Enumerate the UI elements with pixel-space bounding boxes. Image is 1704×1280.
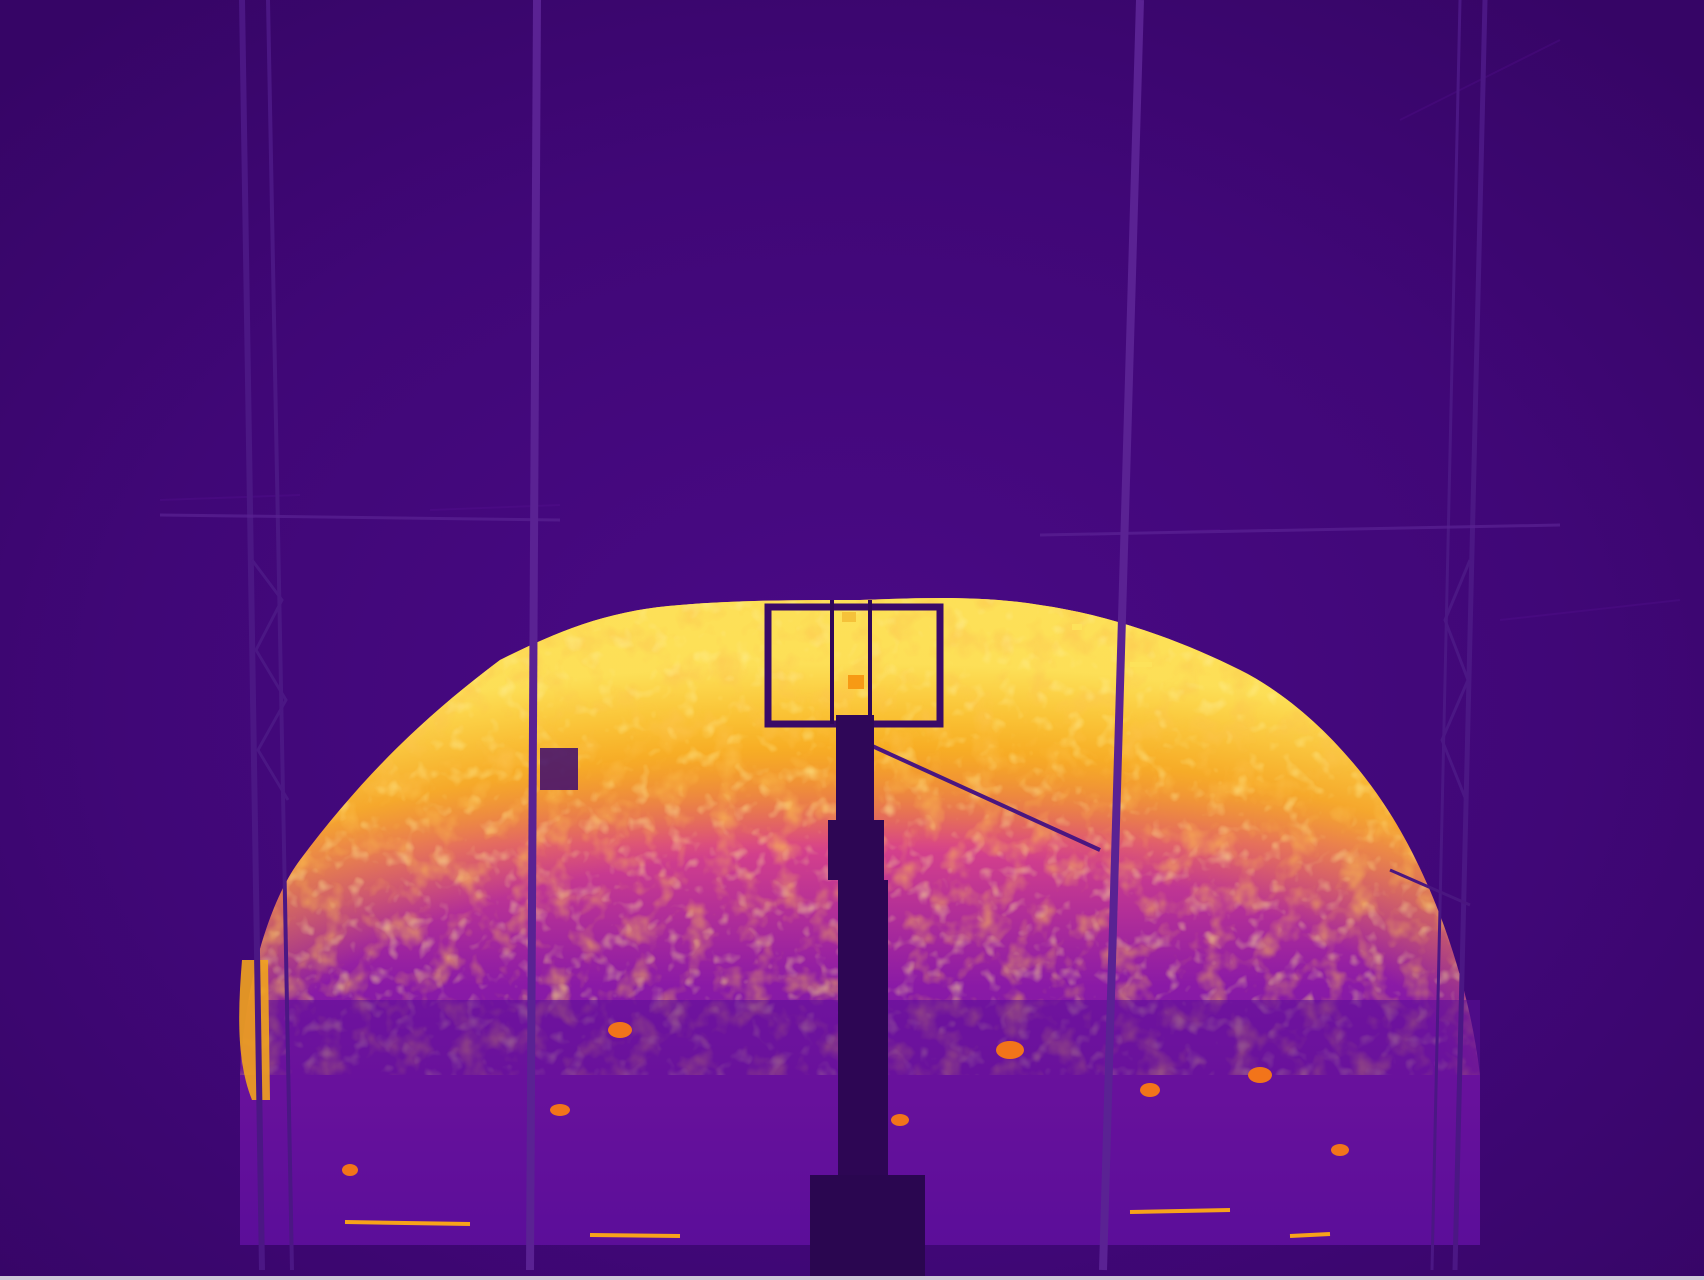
- image-bottom-edge: [0, 1276, 1704, 1280]
- center-frame: [764, 600, 944, 1280]
- scaffold-structure: [159, 0, 1561, 1271]
